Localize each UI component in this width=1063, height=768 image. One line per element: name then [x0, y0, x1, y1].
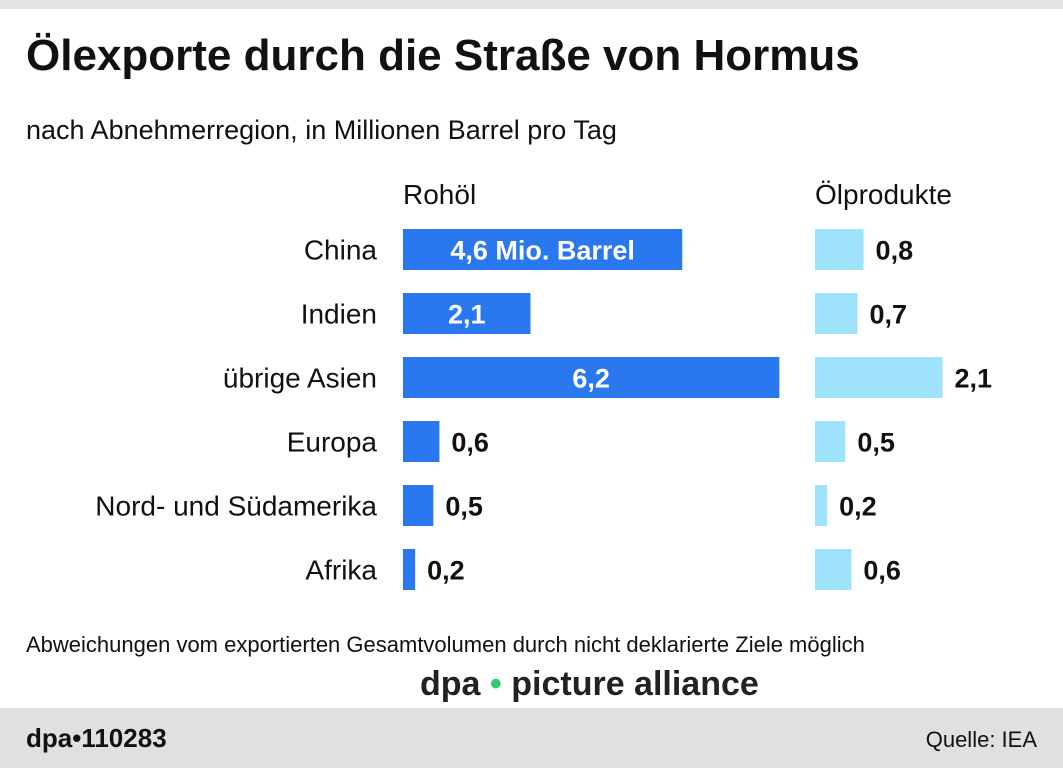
- bar-chart: China 4,6 Mio. Barrel 0,8 Indien 2,1 0,7 übrig…: [95, 229, 992, 590]
- bar-products: [815, 357, 943, 398]
- chart-subtitle: nach Abnehmerregion, in Millionen Barrel…: [26, 115, 617, 145]
- category-label: übrige Asien: [223, 363, 377, 394]
- category-label: Europa: [287, 427, 378, 458]
- bar-products: [815, 421, 846, 462]
- data-label: 4,6 Mio. Barrel: [450, 236, 635, 266]
- data-label: 0,5: [445, 492, 483, 522]
- category-label: Indien: [301, 299, 377, 330]
- bar-crude: [403, 485, 434, 526]
- data-label: 0,7: [869, 300, 907, 330]
- top-bar: [0, 0, 1063, 9]
- footer: [0, 708, 1063, 768]
- category-label: Nord- und Südamerika: [95, 491, 377, 522]
- source: Quelle: IEA: [925, 727, 1037, 752]
- footnote: Abweichungen vom exportierten Gesamtvolu…: [26, 632, 865, 657]
- data-label: 6,2: [572, 364, 610, 394]
- bar-products: [815, 229, 864, 270]
- category-label: Afrika: [305, 555, 377, 586]
- bar-products: [815, 293, 858, 334]
- bar-crude: [403, 293, 531, 334]
- data-label: 0,2: [427, 556, 465, 586]
- data-label: 0,5: [857, 428, 895, 458]
- data-label: 2,1: [448, 300, 486, 330]
- data-label: 0,6: [451, 428, 489, 458]
- category-label: China: [304, 235, 378, 266]
- data-label: 0,2: [839, 492, 877, 522]
- chart-title: Ölexporte durch die Straße von Hormus: [26, 31, 860, 80]
- bar-crude: [403, 229, 683, 270]
- legend-products: Ölprodukte: [815, 179, 952, 210]
- bar-crude: [403, 549, 416, 590]
- data-label: 0,6: [863, 556, 901, 586]
- dpa-logo: dpa•110283: [26, 723, 167, 753]
- bar-products: [815, 485, 828, 526]
- data-label: 2,1: [954, 364, 992, 394]
- data-label: 0,8: [876, 236, 914, 266]
- bar-crude: [403, 421, 440, 462]
- bar-products: [815, 549, 852, 590]
- bar-crude: [403, 357, 780, 398]
- legend-crude: Rohöl: [403, 179, 477, 210]
- watermark: dpa • picture alliance: [420, 665, 759, 703]
